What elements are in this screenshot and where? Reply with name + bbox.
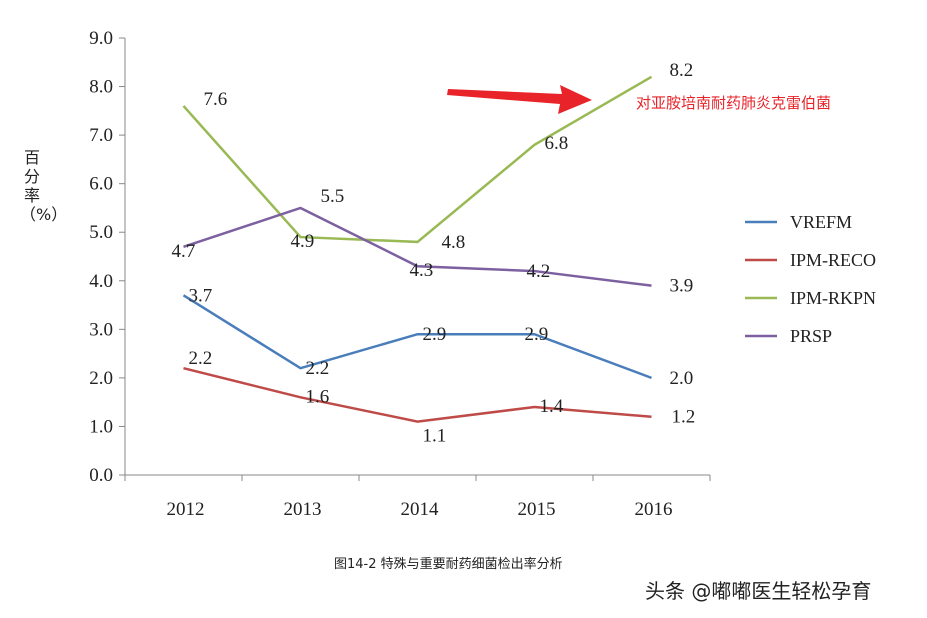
legend-label: PRSP: [790, 326, 832, 346]
data-label: 2.9: [423, 324, 447, 345]
legend-label: IPM-RECO: [790, 250, 876, 270]
series-line-VREFM: [182, 294, 652, 380]
y-tick-label: 8.0: [89, 77, 113, 98]
legend-label: IPM-RKPN: [790, 288, 876, 308]
annotation-text: 对亚胺培南耐药肺炎克雷伯菌: [636, 94, 832, 112]
y-tick-label: 4.0: [89, 271, 113, 292]
y-tick-label: 5.0: [89, 222, 113, 243]
data-label: 4.2: [527, 261, 551, 282]
data-label: 2.0: [670, 368, 694, 389]
data-label: 2.2: [306, 358, 330, 379]
y-tick-label: 9.0: [89, 28, 113, 49]
y-tick-label: 0.0: [89, 465, 113, 486]
x-tick-label: 2013: [284, 499, 322, 520]
data-label: 3.9: [670, 276, 694, 297]
series-line-IPM-RECO: [183, 366, 652, 423]
data-label: 4.7: [172, 241, 196, 262]
data-label: 1.1: [423, 426, 447, 447]
data-label: 6.8: [545, 133, 569, 154]
x-tick-label: 2016: [635, 499, 673, 520]
y-tick-label: 1.0: [89, 416, 113, 437]
series-line-IPM-RKPN: [182, 75, 653, 244]
data-label: 4.9: [291, 231, 315, 252]
legend-label: VREFM: [790, 212, 852, 232]
x-tick-label: 2015: [518, 499, 556, 520]
data-label: 4.3: [410, 260, 434, 281]
data-label: 4.8: [442, 232, 466, 253]
data-label: 7.6: [204, 89, 228, 110]
data-label: 3.7: [189, 285, 213, 306]
data-label: 1.6: [306, 386, 330, 407]
figure-caption: 图14-2 特殊与重要耐药细菌检出率分析: [334, 557, 563, 572]
data-label: 5.5: [321, 186, 345, 207]
data-label: 2.2: [189, 348, 213, 369]
data-label: 1.4: [540, 396, 564, 417]
y-axis-label: 百分率（%）: [20, 148, 68, 224]
data-label: 1.2: [672, 407, 696, 428]
annotation-arrow: [447, 85, 592, 114]
y-tick-label: 6.0: [89, 174, 113, 195]
data-label: 8.2: [670, 60, 694, 81]
x-tick-label: 2014: [401, 499, 440, 520]
series-line-PRSP: [183, 206, 652, 287]
y-tick-label: 7.0: [89, 125, 113, 146]
watermark: 头条 @嘟嘟医生轻松孕育: [645, 579, 872, 603]
x-tick-label: 2012: [167, 499, 205, 520]
y-tick-label: 3.0: [89, 319, 113, 340]
data-label: 2.9: [525, 324, 549, 345]
y-tick-label: 2.0: [89, 368, 113, 389]
